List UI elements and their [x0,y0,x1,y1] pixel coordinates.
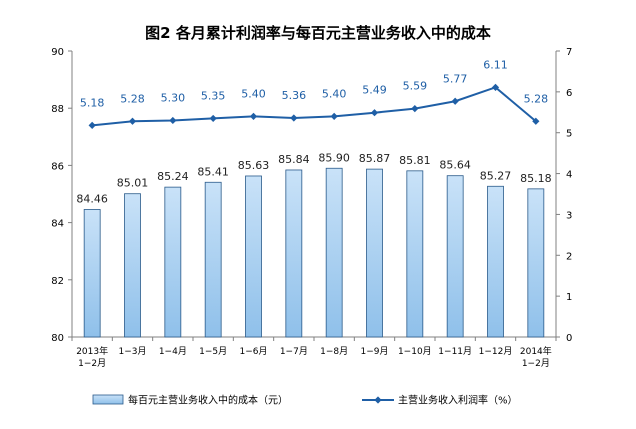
right-tick-label: 4 [566,170,572,181]
line-data-label: 5.59 [403,80,428,93]
bar [164,186,182,338]
line-data-label: 5.28 [120,92,145,105]
line-data-label: 5.40 [241,87,266,100]
line-data-label: 5.36 [282,89,307,102]
bar [527,188,545,338]
bar [366,168,383,338]
category-label: 1−2月 [522,358,550,369]
chart-title: 图2 各月累计利润率与每百元主营业务收入中的成本 [145,24,491,42]
legend-line-label: 主营业务收入利润率（%） [398,394,518,407]
profit-rate-line [92,86,537,127]
left-tick-label: 80 [51,333,64,344]
bar-data-label: 85.41 [197,165,229,178]
category-label: 1−2月 [78,358,106,369]
bar-data-label: 85.24 [157,170,189,183]
line-point [88,121,96,129]
category-label: 1−12月 [479,346,513,357]
right-tick-label: 1 [566,292,572,303]
left-tick-label: 84 [51,219,64,230]
legend-bar-swatch [92,394,124,405]
line-data-label: 5.28 [524,92,549,105]
line-point [249,112,258,120]
category-label: 1−7月 [280,346,308,357]
bar-data-label: 85.18 [520,172,552,185]
category-label: 1−11月 [438,346,472,357]
bar-data-label: 85.63 [238,159,270,172]
category-label: 1−5月 [199,346,227,357]
bar-data-label: 85.64 [439,159,471,172]
bar [446,175,464,338]
right-tick-label: 6 [566,88,572,99]
line-point [169,116,177,125]
bar [124,193,141,338]
line-point [290,114,298,122]
bar-data-label: 85.81 [399,154,431,167]
line-point [491,83,500,91]
legend-line-marker [374,396,382,404]
bar-data-label: 84.46 [76,192,108,205]
bar-data-label: 85.90 [318,151,350,164]
line-data-label: 5.40 [322,87,347,100]
line-point [209,114,217,123]
bar-data-label: 85.01 [117,177,149,190]
bar-data-label: 85.27 [480,169,512,182]
line-point [411,105,419,113]
bar-data-label: 85.84 [278,153,310,166]
line-point [330,112,338,120]
right-tick-label: 5 [566,129,572,140]
left-tick-label: 88 [51,104,64,115]
line-data-label: 6.11 [483,58,508,71]
bar [285,169,303,338]
bar [406,170,424,338]
right-tick-label: 7 [566,47,572,58]
category-label: 2013年 [76,345,108,357]
right-tick-label: 2 [566,251,572,262]
bar [245,175,262,338]
category-label: 1−8月 [320,346,348,357]
line-data-label: 5.77 [443,72,468,85]
bar [204,181,222,338]
bar [487,185,504,338]
line-point [370,109,379,117]
category-label: 1−10月 [398,346,432,357]
right-tick-label: 3 [566,210,572,221]
line-point [451,97,459,105]
category-label: 2014年 [520,345,552,357]
category-label: 1−3月 [119,346,147,357]
bar [325,167,343,338]
line-data-label: 5.49 [362,84,387,97]
bar [83,209,101,338]
category-label: 1−9月 [361,346,389,357]
line-point [532,117,540,125]
line-data-label: 5.35 [201,89,226,102]
line-data-label: 5.18 [80,96,105,109]
left-tick-label: 82 [51,276,64,287]
bar-data-label: 85.87 [359,152,391,165]
left-tick-label: 90 [51,47,64,58]
right-tick-label: 0 [566,333,572,344]
legend-bar-label: 每百元主营业务收入中的成本（元） [128,394,288,407]
line-data-label: 5.30 [161,91,186,104]
category-label: 1−4月 [159,346,187,357]
line-point [128,117,137,125]
left-tick-label: 86 [51,161,64,172]
category-label: 1−6月 [240,346,268,357]
